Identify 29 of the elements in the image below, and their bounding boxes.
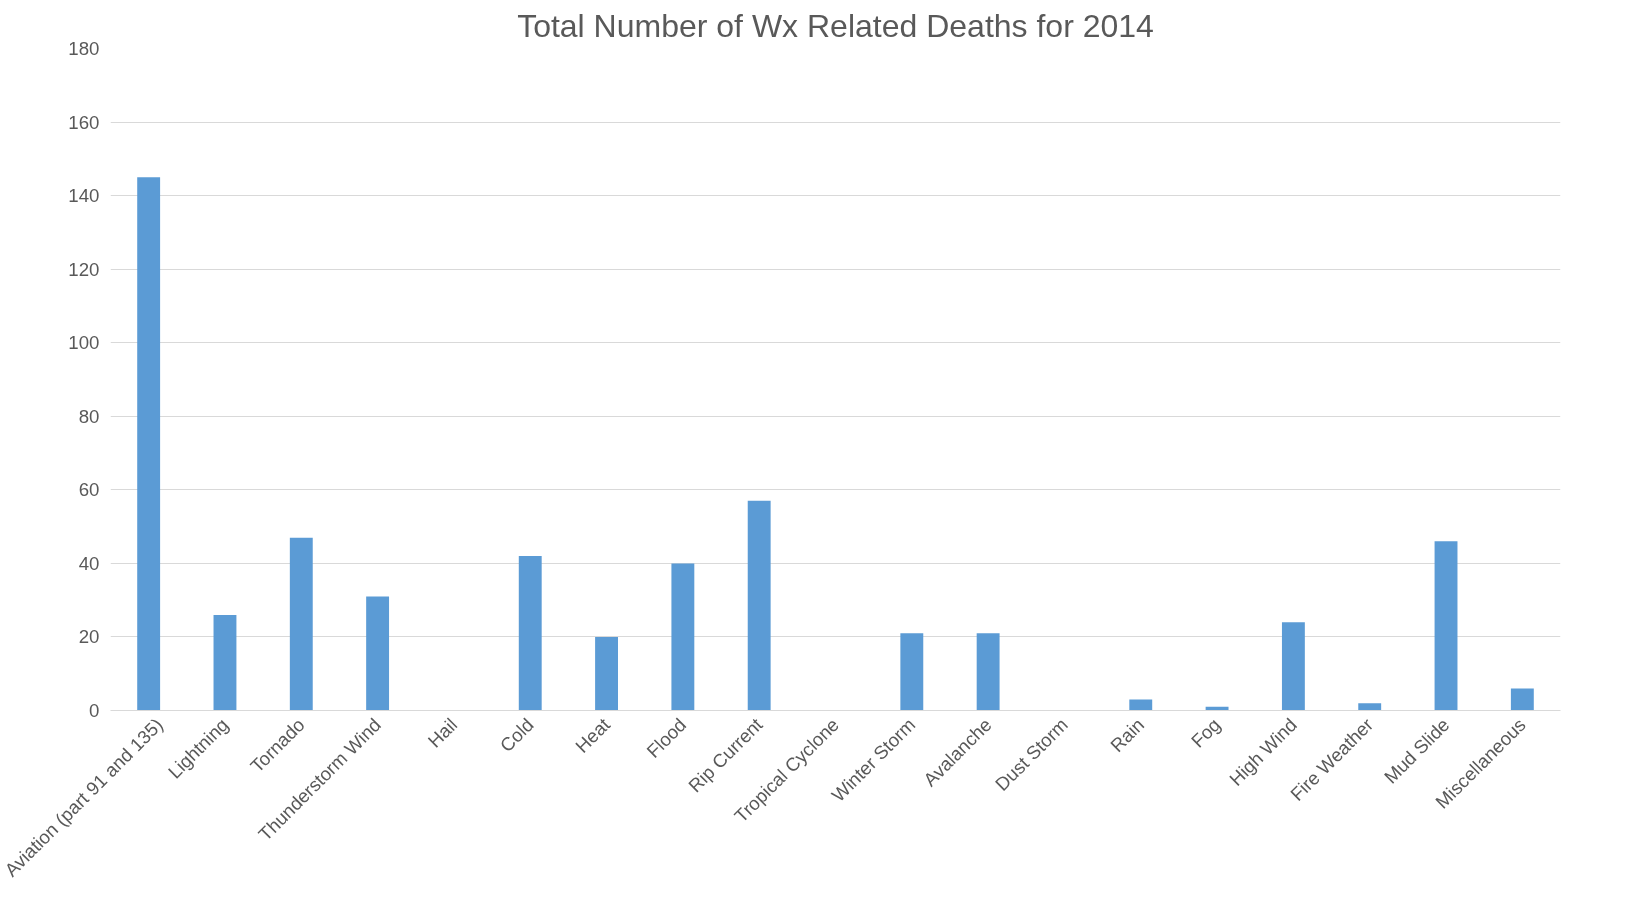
y-tick-label: 40 xyxy=(78,552,100,574)
bar xyxy=(747,500,771,711)
bar xyxy=(1358,703,1382,711)
bar xyxy=(1434,541,1458,711)
bar xyxy=(976,633,1000,711)
x-tick-label: Fog xyxy=(1186,714,1225,752)
y-tick-label: 0 xyxy=(89,700,100,721)
x-tick-label: Hail xyxy=(423,714,462,752)
x-tick-label: Rain xyxy=(1106,714,1149,757)
y-tick-label: 20 xyxy=(78,626,100,648)
y-tick-label: 160 xyxy=(68,111,100,133)
y-tick-label: 180 xyxy=(68,38,100,59)
bar xyxy=(213,614,237,711)
y-tick-label: 120 xyxy=(68,258,100,280)
y-tick-label: 100 xyxy=(68,332,100,354)
bar xyxy=(366,596,390,711)
y-tick-label: 140 xyxy=(68,185,100,207)
y-tick-label: 80 xyxy=(78,405,100,427)
bar xyxy=(1129,699,1153,711)
bar xyxy=(671,563,695,711)
bar xyxy=(518,556,542,711)
bar xyxy=(900,633,924,711)
bar xyxy=(1510,688,1534,711)
y-tick-label: 60 xyxy=(78,479,100,501)
bar xyxy=(595,636,618,711)
bar xyxy=(137,177,161,711)
bar xyxy=(1281,622,1305,711)
bar xyxy=(289,537,313,711)
chart-title: Total Number of Wx Related Deaths for 2014 xyxy=(517,7,1154,44)
